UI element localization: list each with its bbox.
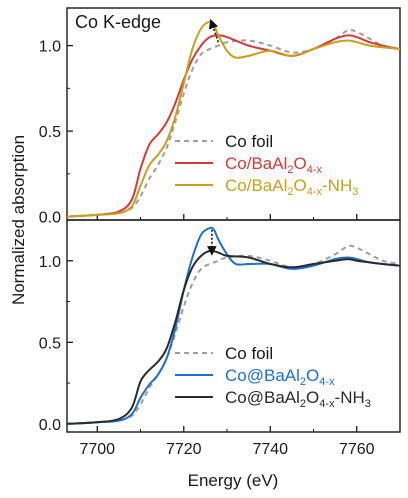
y-tick-label: 0.5 [39, 124, 61, 141]
annotation-arrow [208, 18, 220, 43]
series-line [67, 226, 400, 425]
x-tick-label: 7720 [166, 441, 202, 458]
y-tick-label: 1.0 [39, 254, 61, 271]
y-tick-label: 0.5 [39, 335, 61, 352]
panel-title: Co K-edge [75, 12, 161, 32]
series-line [67, 28, 400, 218]
top-panel: 0.0 0.5 1.0 Co K-edge Co foil Co/BaAl2O4-xCo/… [39, 7, 401, 227]
bottom-panel: 0.0 0.5 1.0 7700 7720 7740 7760 Co foil Co@BaAl2… [39, 219, 401, 458]
legend-label: Co@BaAl2O4-x [225, 366, 335, 388]
y-tick-label: 1.0 [39, 39, 61, 56]
y-axis-title: Normalized absorption [9, 135, 28, 305]
legend-label: Co/BaAl2O4-x-NH3 [225, 176, 358, 198]
series-line [67, 34, 400, 218]
x-tick-label: 7740 [252, 441, 288, 458]
y-tick-label: 0.0 [39, 417, 61, 434]
legend-label: Co/BaAl2O4-x [225, 154, 323, 176]
legend-label: Co foil [225, 344, 273, 363]
x-axis-title: Energy (eV) [188, 471, 279, 490]
plot-frame [66, 219, 401, 433]
x-tick-label: 7760 [339, 441, 375, 458]
y-tick-label: 0.0 [39, 210, 61, 227]
x-tick-label: 7700 [79, 441, 115, 458]
legend-label: Co@BaAl2O4-x-NH3 [225, 388, 371, 410]
shared-axis-labels: Energy (eV) Normalized absorption [9, 135, 278, 490]
legend-label: Co foil [225, 132, 273, 151]
